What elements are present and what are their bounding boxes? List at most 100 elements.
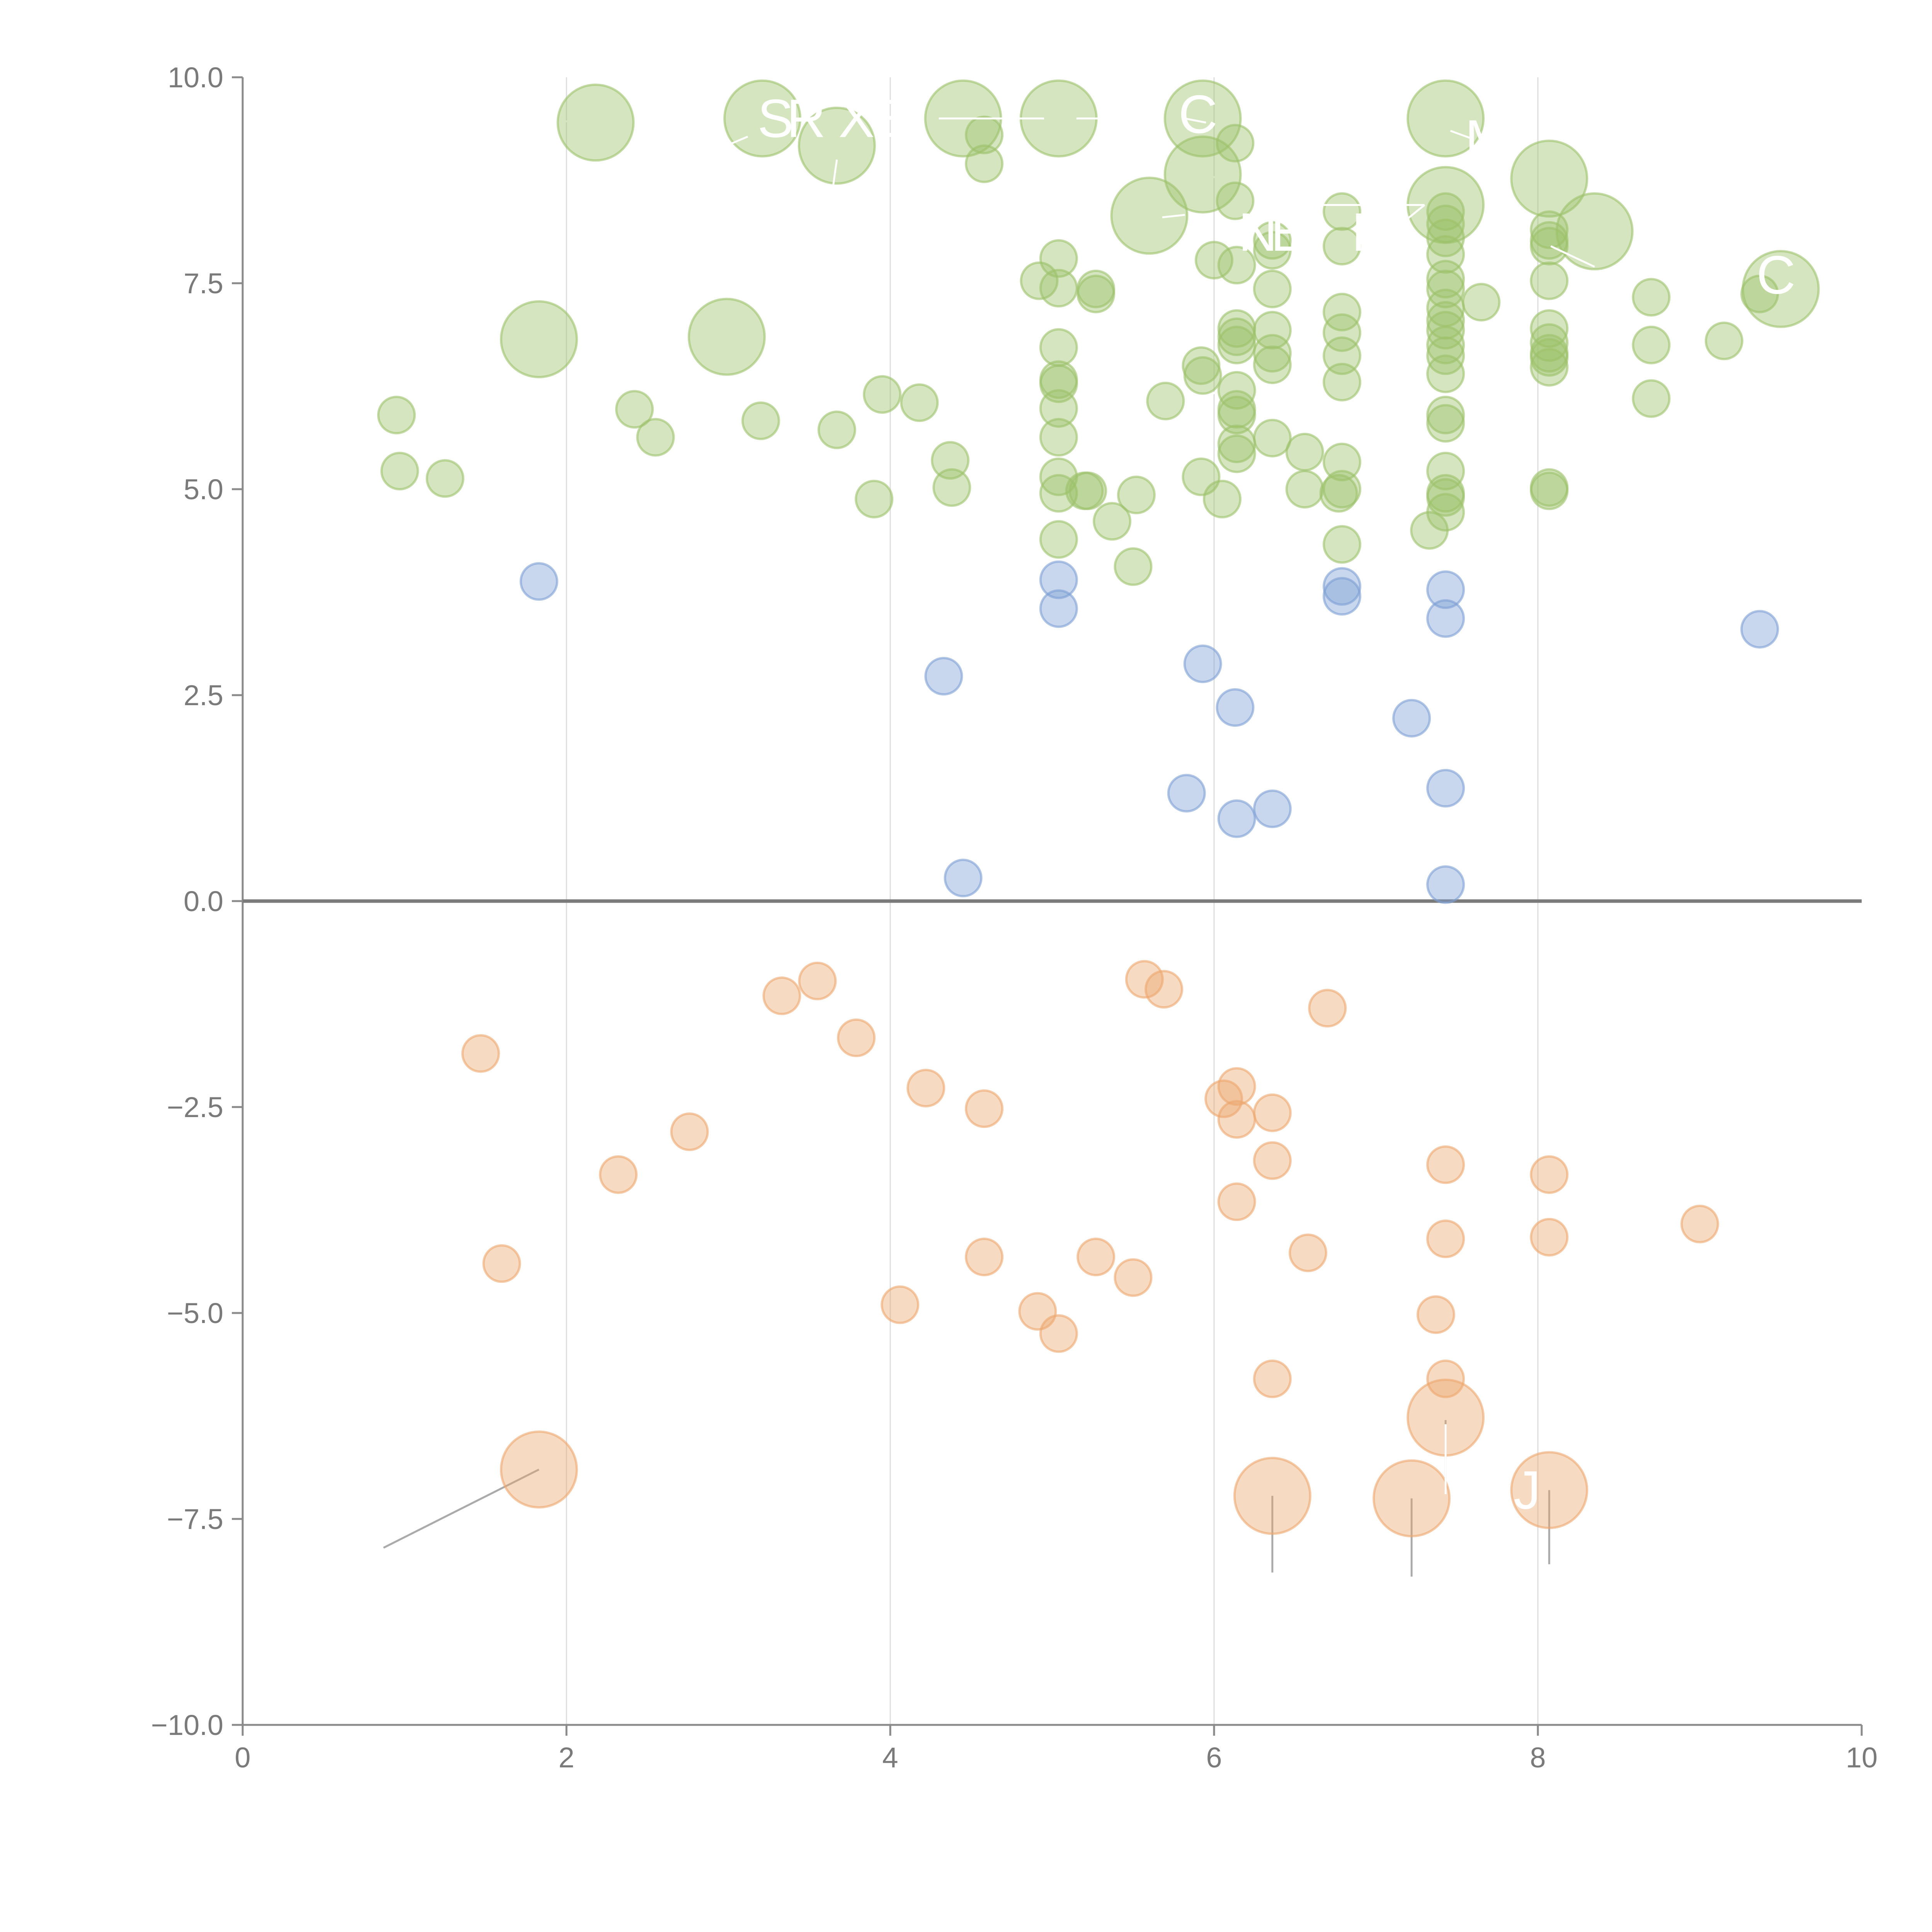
annotation-leader <box>831 159 838 195</box>
bubble-point <box>924 656 963 696</box>
x-tick-label: 0 <box>235 1742 250 1774</box>
leader-line <box>1548 179 1555 300</box>
bubble-point <box>1253 269 1292 308</box>
bubble-point <box>1510 1451 1588 1529</box>
bubble-point <box>1253 1359 1292 1398</box>
bubble-point <box>1426 493 1465 532</box>
bubble-point <box>1039 418 1078 457</box>
bubble-label: S <box>757 88 793 149</box>
leader-line <box>1548 178 1595 235</box>
bubble-point <box>1039 589 1078 628</box>
bubble-point <box>1183 644 1222 683</box>
bubble-label: J <box>1514 1459 1541 1520</box>
bubble-point <box>425 459 464 498</box>
annotation-leader <box>1388 204 1425 235</box>
annotation-leader <box>728 136 748 146</box>
bubble-point <box>1530 348 1569 387</box>
annotation-leader <box>1162 214 1185 218</box>
bubble-point <box>944 859 983 898</box>
leader-line <box>1114 214 1150 218</box>
y-tick-label: 10.0 <box>168 61 223 94</box>
y-tick-label: 0.0 <box>184 885 223 917</box>
bubble-point <box>461 1034 500 1073</box>
bubble-point <box>1039 269 1078 308</box>
bubble-labels: SR X E C MNE FCJ <box>728 84 1796 1520</box>
bubble-point <box>1202 480 1242 519</box>
bubble-point <box>1426 396 1465 435</box>
bubble-label: F <box>1352 202 1385 262</box>
leader-line <box>1626 328 1652 346</box>
bubble-point <box>1039 389 1078 428</box>
bubble-point <box>1253 789 1292 828</box>
bubble-point <box>1530 338 1569 377</box>
bubble-point <box>1426 260 1465 299</box>
annotation-leader <box>1450 130 1474 140</box>
leader-line <box>1168 381 1237 416</box>
bubble-point <box>1426 218 1465 257</box>
bubble-point <box>1253 334 1292 373</box>
bubble-point <box>1323 362 1362 401</box>
bubble-point <box>1426 404 1465 443</box>
leader-line <box>497 327 539 340</box>
leader-line <box>383 1468 539 1549</box>
bubble-point <box>1253 1141 1292 1180</box>
bubble-point <box>1093 502 1132 541</box>
bubble-point <box>931 441 970 480</box>
bubble-point <box>1323 577 1362 616</box>
bubble-point <box>500 1430 578 1509</box>
annotation-leader <box>1185 117 1206 124</box>
leader-lines <box>383 101 1652 1577</box>
bubble-point <box>1426 478 1465 517</box>
x-tick-label: 4 <box>882 1742 898 1774</box>
bubble-point <box>1217 246 1256 285</box>
bubble-point <box>377 396 416 435</box>
bubble-point <box>1426 452 1465 491</box>
bubble-label: M <box>1465 109 1510 169</box>
bubble-point <box>1217 1100 1256 1139</box>
bubble-point <box>1253 231 1292 270</box>
bubble-point <box>1039 239 1078 278</box>
bubble-point <box>1426 769 1465 808</box>
bubble-point <box>1740 274 1779 313</box>
bubble-point <box>906 1068 946 1107</box>
bubble-point <box>932 468 971 507</box>
bubble-point <box>1253 311 1292 350</box>
bubble-label: C <box>1757 245 1796 305</box>
y-tick-label: −2.5 <box>167 1091 223 1123</box>
y-tick-label: 7.5 <box>184 267 223 299</box>
bubble-point <box>1217 1182 1256 1221</box>
bubble-point <box>965 1238 1004 1277</box>
bubble-label: N <box>1238 202 1277 262</box>
bubble-point <box>482 1244 521 1283</box>
bubble-point <box>1530 471 1569 510</box>
bubble-point <box>1163 79 1242 158</box>
bubble-point <box>1216 181 1255 220</box>
bubble-point <box>1217 1067 1256 1106</box>
y-tick-label: −5.0 <box>167 1297 223 1329</box>
leader-line <box>1173 101 1203 119</box>
bubble-point <box>1392 699 1431 738</box>
bubble-point <box>1417 1295 1456 1334</box>
bubble-point <box>380 452 419 491</box>
bubble-point <box>1233 1457 1311 1535</box>
bubble-point <box>1704 321 1743 361</box>
bubble-point <box>1426 325 1465 364</box>
bubble-point <box>1426 599 1465 638</box>
bubble-point <box>1510 139 1588 218</box>
bubble-point <box>1462 283 1501 322</box>
bubble-point <box>1253 1093 1292 1132</box>
bubble-point <box>1426 1145 1465 1184</box>
bubble-point <box>1323 525 1362 564</box>
bubble-point <box>1253 221 1292 260</box>
bubble-point <box>1555 192 1634 270</box>
bubble-point <box>556 83 635 162</box>
leader-line <box>716 336 728 366</box>
y-tick-label: −7.5 <box>167 1503 223 1535</box>
bubble-point <box>1077 1238 1116 1277</box>
bubble-point <box>599 1155 638 1194</box>
bubble-point <box>1216 688 1255 727</box>
bubble-point <box>881 1285 920 1324</box>
bubble-point <box>687 298 766 376</box>
bubble-point <box>1742 250 1820 328</box>
bubble-point <box>1680 1204 1719 1243</box>
